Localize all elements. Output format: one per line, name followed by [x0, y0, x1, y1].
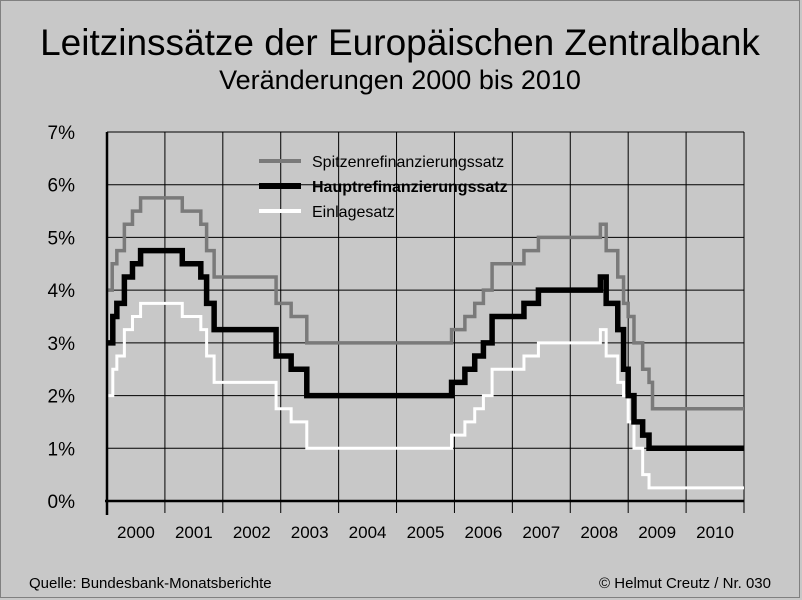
y-tick-label: 1%	[48, 439, 76, 460]
copyright-note: © Helmut Creutz / Nr. 030	[599, 575, 771, 592]
y-tick-label: 0%	[48, 492, 76, 513]
x-tick-label: 2005	[407, 523, 445, 542]
legend-label: Spitzenrefinanzierungssatz	[312, 154, 504, 171]
y-tick-label: 3%	[48, 334, 76, 355]
x-tick-label: 2003	[291, 523, 329, 542]
x-tick-label: 2006	[464, 523, 502, 542]
grid	[106, 131, 745, 513]
x-tick-label: 2008	[580, 523, 618, 542]
x-tick-label: 2002	[233, 523, 271, 542]
y-tick-label: 6%	[48, 176, 76, 197]
legend-label: Hauptrefinanzierungssatz	[312, 179, 508, 196]
y-tick-label: 2%	[48, 387, 76, 408]
series-hauptrefinanzierungssatz	[107, 247, 744, 452]
series-lines	[107, 196, 744, 490]
x-tick-label: 2001	[175, 523, 213, 542]
series-spitzenrefinanzierungssatz	[107, 196, 744, 411]
x-tick-label: 2000	[117, 523, 155, 542]
x-tick-label: 2010	[696, 523, 734, 542]
chart-title: Leitzinssätze der Europäischen Zentralba…	[40, 22, 760, 63]
series-einlagesatz	[107, 301, 744, 490]
y-tick-label: 7%	[48, 123, 76, 144]
source-note: Quelle: Bundesbank-Monatsberichte	[29, 575, 272, 592]
x-tick-label: 2007	[522, 523, 560, 542]
y-tick-label: 4%	[48, 281, 76, 302]
legend-label: Einlagesatz	[312, 204, 395, 221]
x-tick-label: 2009	[638, 523, 676, 542]
x-tick-label: 2004	[349, 523, 387, 542]
axes: 0% 1% 2% 3% 4% 5% 6% 7% 2000 2001 2002 2003 2004 2005…	[48, 123, 744, 542]
chart-subtitle: Veränderungen 2000 bis 2010	[219, 65, 581, 95]
y-tick-label: 5%	[48, 228, 76, 249]
legend: Spitzenrefinanzierungssatz Hauptrefinanzi…	[259, 154, 508, 221]
